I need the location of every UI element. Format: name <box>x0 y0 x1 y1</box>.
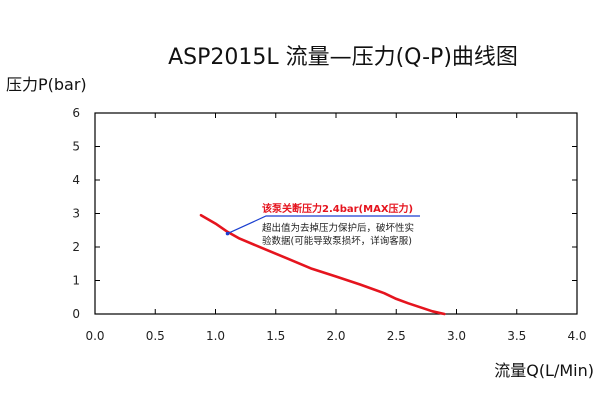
x-tick-label: 0.0 <box>85 329 104 343</box>
y-tick-label: 5 <box>72 140 80 154</box>
y-tick-label: 2 <box>72 240 80 254</box>
series-line <box>199 213 446 316</box>
x-tick-label: 1.5 <box>266 329 285 343</box>
x-tick-label: 3.5 <box>507 329 526 343</box>
annotation-callout: 该泵关断压力2.4bar(MAX压力) 超出值为去掉压力保护后，破坏性实验数据(可… <box>225 202 420 247</box>
y-tick-label: 4 <box>72 173 80 187</box>
y-axis-ticks: 0 1 2 3 4 5 6 <box>72 106 577 321</box>
annotation-note-line: 验数据(可能导致泵损坏，详询客服) <box>262 235 412 247</box>
x-axis-ticks: 0.0 0.5 1.0 1.5 2.0 2.5 3.0 3.5 4.0 <box>85 113 587 343</box>
x-tick-label: 4.0 <box>567 329 586 343</box>
y-tick-label: 1 <box>72 274 80 288</box>
x-tick-label: 3.0 <box>447 329 466 343</box>
y-axis-label: 压力P(bar) <box>6 75 87 94</box>
chart-title: ASP2015L 流量—压力(Q-P)曲线图 <box>168 45 518 70</box>
x-tick-label: 0.5 <box>146 329 165 343</box>
y-tick-label: 6 <box>72 106 80 120</box>
y-tick-label: 3 <box>72 207 80 221</box>
x-tick-label: 2.0 <box>326 329 345 343</box>
y-tick-label: 0 <box>72 307 80 321</box>
x-axis-label: 流量Q(L/Min) <box>494 361 594 380</box>
annotation-leader-line <box>227 215 420 235</box>
x-tick-label: 2.5 <box>387 329 406 343</box>
annotation-point <box>225 231 230 236</box>
series-layer <box>199 213 446 316</box>
annotation-note-line: 超出值为去掉压力保护后，破坏性实 <box>262 222 414 234</box>
x-tick-label: 1.0 <box>206 329 225 343</box>
annotation-headline: 该泵关断压力2.4bar(MAX压力) <box>262 202 413 215</box>
